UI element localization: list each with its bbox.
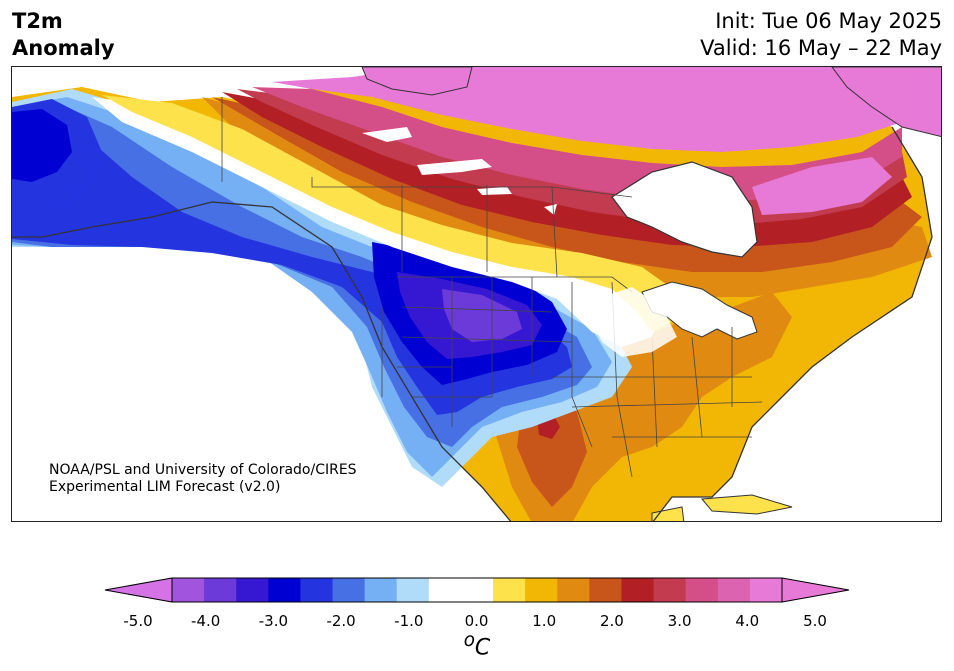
hudson-bay: [611, 161, 758, 258]
lake-2: [417, 159, 492, 175]
colorbar-unit: oC: [464, 630, 491, 660]
colorbar-bin: [396, 578, 430, 602]
colorbar-bin: [300, 578, 334, 602]
colorbar-bin: [653, 578, 687, 602]
title-line-2: Anomaly: [12, 36, 115, 60]
colorbar-bin: [172, 578, 205, 602]
yucatan: [651, 506, 685, 521]
credit-line-1: NOAA/PSL and University of Colorado/CIRE…: [49, 462, 357, 478]
colorbar-bin: [332, 578, 366, 602]
colorbar-bin: [268, 578, 301, 602]
title-line-1: T2m: [12, 9, 63, 33]
map-title: T2m Anomaly: [12, 8, 115, 62]
colorbar-tick-label: -5.0: [123, 612, 153, 630]
colorbar-bin: [589, 578, 622, 602]
lake-1: [362, 127, 412, 142]
colorbar-tick-label: 2.0: [599, 612, 624, 630]
init-date: Init: Tue 06 May 2025: [715, 9, 942, 33]
colorbar-bin: [685, 578, 719, 602]
map-canvas: [12, 67, 941, 521]
arctic-islands: [361, 67, 473, 96]
unit-superscript: o: [463, 630, 475, 651]
anomaly-band-labrador: [752, 157, 892, 215]
colorbar-tick-label: -4.0: [191, 612, 221, 630]
colorbar-extend-low: [104, 577, 173, 603]
colorbar-bin: [717, 578, 751, 602]
colorbar-bin: [460, 578, 494, 602]
lake-3: [477, 187, 512, 195]
colorbar-bin: [428, 578, 462, 602]
cuba: [700, 494, 793, 515]
forecast-dates: Init: Tue 06 May 2025 Valid: 16 May – 22…: [700, 8, 942, 62]
colorbar-tick-label: 0.0: [464, 612, 489, 630]
valid-range: Valid: 16 May – 22 May: [700, 36, 942, 60]
anomaly-neutral-midwest: [592, 287, 677, 357]
colorbar-bin: [749, 578, 783, 602]
colorbar-bin: [493, 578, 526, 602]
colorbar: -5.0 -4.0 -3.0 -2.0 -1.0 0.0 1.0 2.0 3.0 4.0 5.0 o…: [0, 570, 954, 671]
unit-base: C: [474, 635, 491, 661]
colorbar-tick-label: 3.0: [667, 612, 692, 630]
colorbar-tick-label: 4.0: [735, 612, 760, 630]
coastline: [12, 126, 933, 521]
credit-text: NOAA/PSL and University of Colorado/CIRE…: [49, 462, 357, 496]
colorbar-outline: [171, 577, 783, 603]
anomaly-band-cold-7: [442, 289, 522, 342]
colorbar-bin: [557, 578, 590, 602]
anomaly-map: NOAA/PSL and University of Colorado/CIRE…: [11, 66, 942, 522]
political-borders: [221, 97, 763, 478]
colorbar-bin: [525, 578, 558, 602]
colorbar-bin: [621, 578, 655, 602]
greenland-edge: [831, 67, 941, 138]
colorbar-tick-label: 1.0: [532, 612, 557, 630]
anomaly-band-north-pink: [252, 87, 902, 202]
credit-line-2: Experimental LIM Forecast (v2.0): [49, 479, 281, 495]
colorbar-graphic: [104, 577, 850, 603]
colorbar-bin: [364, 578, 398, 602]
anomaly-band-yellow-edge: [102, 95, 677, 332]
colorbar-extend-high: [781, 577, 850, 603]
colorbar-tick-label: -2.0: [326, 612, 356, 630]
colorbar-tick-label: -3.0: [258, 612, 289, 630]
colorbar-tick-label: -1.0: [394, 612, 424, 630]
colorbar-bin: [236, 578, 269, 602]
anomaly-band-alaska-deep: [12, 109, 72, 182]
colorbar-bin: [204, 578, 237, 602]
colorbar-tick-label: 5.0: [803, 612, 827, 630]
